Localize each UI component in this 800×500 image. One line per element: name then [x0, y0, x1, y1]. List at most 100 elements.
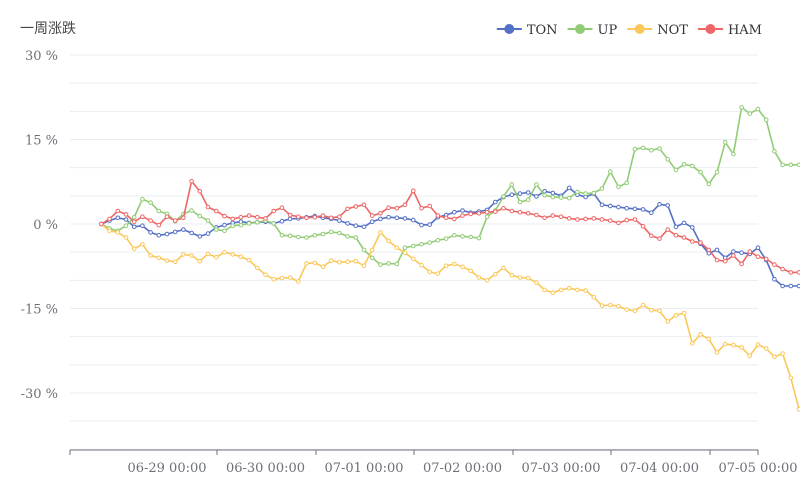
data-point[interactable]: [419, 205, 424, 211]
data-point[interactable]: [534, 194, 539, 199]
data-point[interactable]: [747, 353, 753, 359]
data-point[interactable]: [763, 346, 769, 351]
data-point[interactable]: [550, 213, 556, 218]
data-point[interactable]: [525, 211, 531, 216]
data-point[interactable]: [402, 202, 408, 208]
data-point[interactable]: [320, 231, 326, 237]
data-point[interactable]: [681, 162, 687, 167]
data-point[interactable]: [525, 190, 531, 195]
data-point[interactable]: [509, 273, 515, 278]
data-point[interactable]: [780, 351, 785, 356]
data-point[interactable]: [690, 239, 695, 244]
data-point[interactable]: [706, 336, 712, 342]
data-point[interactable]: [378, 216, 383, 222]
data-point[interactable]: [681, 310, 687, 316]
data-point[interactable]: [681, 235, 687, 240]
data-point[interactable]: [722, 258, 728, 264]
data-point[interactable]: [164, 231, 170, 237]
data-point[interactable]: [673, 313, 679, 318]
data-point[interactable]: [501, 205, 506, 211]
data-point[interactable]: [254, 214, 260, 220]
data-point[interactable]: [542, 215, 547, 221]
data-point[interactable]: [181, 252, 186, 257]
data-point[interactable]: [345, 234, 350, 239]
data-point[interactable]: [681, 220, 687, 226]
data-point[interactable]: [246, 221, 252, 226]
data-point[interactable]: [402, 250, 408, 255]
data-point[interactable]: [665, 227, 671, 232]
data-point[interactable]: [739, 261, 744, 267]
data-point[interactable]: [739, 105, 744, 110]
data-point[interactable]: [131, 219, 137, 224]
data-point[interactable]: [534, 280, 539, 285]
data-point[interactable]: [796, 162, 800, 168]
data-point[interactable]: [115, 215, 121, 221]
data-point[interactable]: [435, 238, 441, 243]
data-point[interactable]: [484, 214, 490, 219]
data-point[interactable]: [534, 182, 539, 187]
data-point[interactable]: [156, 233, 162, 238]
data-point[interactable]: [246, 213, 252, 218]
data-point[interactable]: [197, 258, 203, 264]
data-point[interactable]: [640, 302, 646, 308]
data-point[interactable]: [320, 213, 326, 218]
data-point[interactable]: [172, 218, 178, 223]
data-point[interactable]: [312, 260, 318, 266]
data-point[interactable]: [591, 216, 597, 221]
data-point[interactable]: [419, 222, 424, 228]
data-point[interactable]: [443, 236, 449, 241]
data-point[interactable]: [369, 213, 375, 218]
data-point[interactable]: [386, 238, 391, 244]
data-point[interactable]: [304, 235, 309, 240]
data-point[interactable]: [632, 308, 638, 314]
data-point[interactable]: [624, 180, 630, 186]
data-point[interactable]: [328, 229, 334, 235]
data-point[interactable]: [123, 223, 129, 228]
data-point[interactable]: [534, 212, 539, 218]
data-point[interactable]: [189, 208, 194, 213]
data-point[interactable]: [279, 233, 285, 238]
data-point[interactable]: [493, 199, 498, 205]
data-point[interactable]: [263, 216, 268, 221]
data-point[interactable]: [271, 221, 277, 226]
data-point[interactable]: [575, 287, 580, 293]
data-point[interactable]: [386, 205, 391, 210]
data-point[interactable]: [476, 211, 482, 216]
data-point[interactable]: [763, 117, 769, 123]
data-point[interactable]: [657, 146, 662, 151]
data-point[interactable]: [337, 218, 342, 223]
data-point[interactable]: [296, 214, 301, 219]
data-point[interactable]: [123, 212, 129, 217]
data-point[interactable]: [509, 182, 515, 187]
data-point[interactable]: [222, 228, 227, 234]
data-point[interactable]: [230, 223, 235, 228]
data-point[interactable]: [328, 258, 334, 263]
data-point[interactable]: [608, 169, 613, 174]
data-point[interactable]: [599, 202, 605, 208]
data-point[interactable]: [649, 147, 654, 153]
data-point[interactable]: [296, 234, 301, 240]
data-point[interactable]: [353, 235, 359, 240]
data-point[interactable]: [361, 247, 367, 253]
data-point[interactable]: [476, 275, 482, 280]
data-point[interactable]: [772, 262, 777, 267]
data-point[interactable]: [591, 190, 597, 196]
data-point[interactable]: [509, 192, 515, 197]
data-point[interactable]: [246, 257, 252, 263]
data-point[interactable]: [419, 262, 424, 268]
data-point[interactable]: [468, 211, 474, 217]
data-point[interactable]: [361, 224, 367, 230]
data-point[interactable]: [722, 140, 728, 145]
data-point[interactable]: [566, 195, 572, 201]
data-point[interactable]: [755, 106, 761, 112]
data-point[interactable]: [156, 208, 162, 214]
data-point[interactable]: [189, 230, 194, 236]
data-point[interactable]: [468, 234, 474, 240]
data-point[interactable]: [353, 204, 359, 209]
data-point[interactable]: [649, 210, 654, 215]
data-point[interactable]: [148, 218, 153, 223]
data-point[interactable]: [304, 215, 309, 221]
data-point[interactable]: [632, 206, 638, 212]
data-point[interactable]: [107, 228, 112, 234]
data-point[interactable]: [493, 271, 498, 277]
